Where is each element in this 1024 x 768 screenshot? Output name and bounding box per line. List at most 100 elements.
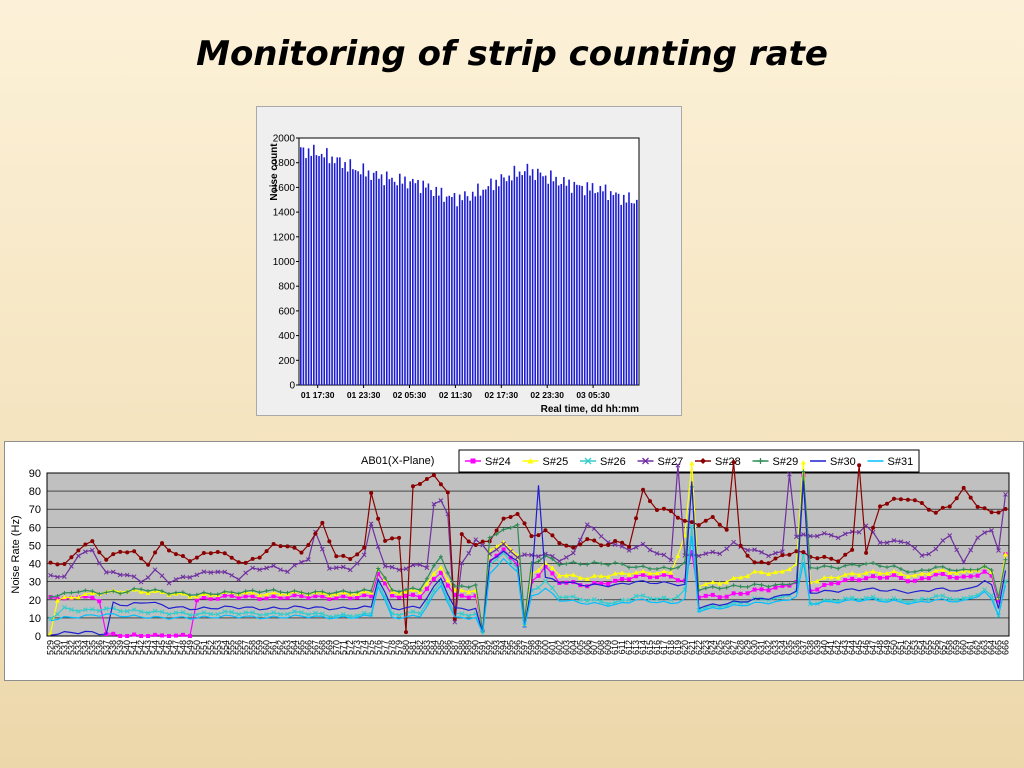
bar (388, 179, 391, 385)
data-point (369, 594, 374, 599)
data-point (466, 585, 471, 590)
data-point (975, 573, 980, 578)
data-point (362, 545, 367, 550)
legend-item: S#27 (637, 456, 683, 468)
data-point (410, 562, 416, 568)
data-point (717, 551, 723, 557)
bar (615, 192, 617, 385)
data-point (466, 550, 472, 556)
data-point (404, 630, 409, 635)
data-point (982, 506, 987, 511)
data-point (947, 567, 952, 572)
data-point (278, 595, 283, 600)
data-point (780, 553, 785, 558)
data-point (376, 571, 381, 576)
data-point (947, 504, 952, 509)
bar (633, 203, 635, 385)
data-point (180, 632, 185, 637)
x-tick-label: 592 (485, 640, 495, 655)
y-tick-label: 0 (35, 631, 41, 643)
data-point (620, 561, 625, 566)
x-tick-label: 600 (540, 640, 550, 655)
bar (354, 170, 357, 385)
data-point (599, 543, 604, 548)
data-point (397, 595, 402, 600)
data-point (459, 587, 465, 593)
data-point (745, 573, 751, 579)
bar (591, 183, 594, 385)
bar (518, 171, 521, 385)
x-tick-label: 612 (624, 640, 634, 655)
data-point (919, 571, 925, 576)
data-point (786, 566, 792, 572)
data-point (424, 565, 430, 571)
data-point (710, 584, 715, 589)
x-tick-label: 599 (534, 640, 544, 655)
data-point (431, 563, 436, 568)
data-point (773, 550, 778, 556)
data-point (124, 608, 130, 614)
data-point (689, 520, 694, 525)
data-point (153, 550, 158, 555)
data-point (871, 561, 876, 566)
data-point (145, 575, 151, 580)
data-point (306, 557, 311, 562)
y-tick-label: 800 (278, 282, 295, 293)
data-point (292, 593, 297, 598)
data-point (822, 582, 827, 587)
x-tick-label: 591 (478, 640, 488, 655)
data-point (410, 586, 415, 591)
data-point (153, 632, 158, 637)
data-point (125, 550, 130, 555)
x-tick-label: 564 (290, 640, 300, 655)
data-point (55, 562, 60, 567)
legend-label: S#24 (485, 456, 511, 468)
bar (555, 176, 557, 385)
data-point (292, 588, 297, 593)
data-point (341, 594, 346, 599)
data-point (62, 574, 67, 579)
data-point (878, 575, 883, 580)
data-point (717, 586, 722, 591)
data-point (117, 608, 123, 614)
data-point (752, 547, 757, 553)
x-tick-label: 596 (513, 640, 523, 655)
data-point (668, 574, 673, 579)
data-point (243, 610, 249, 615)
x-tick-label: 618 (666, 640, 676, 655)
data-point (961, 485, 966, 490)
y-tick-label: 20 (29, 595, 41, 607)
data-point (536, 585, 541, 590)
data-point (968, 567, 973, 572)
x-tick-label: 559 (255, 640, 265, 655)
data-point (822, 554, 827, 559)
data-point (187, 593, 192, 598)
x-tick-label: 602 (554, 640, 564, 655)
data-point (257, 592, 263, 598)
data-point (69, 607, 74, 612)
data-point (752, 582, 757, 587)
data-point (668, 570, 674, 575)
data-point (369, 491, 374, 496)
data-point (619, 570, 625, 575)
noise-rate-chart: 0 10 20 30 40 50 60 70 80 90 Noise Rate (Hz) AB01(X… (10, 449, 1011, 655)
bar (404, 176, 406, 385)
data-point (445, 570, 450, 575)
x-tick-label: 570 (331, 640, 341, 655)
data-point (187, 575, 193, 580)
data-point (194, 612, 200, 618)
data-point (766, 571, 771, 577)
data-point (654, 551, 660, 556)
data-point (689, 460, 695, 466)
data-point (187, 612, 193, 618)
data-point (613, 538, 618, 543)
data-point (111, 631, 116, 636)
legend-marker (700, 458, 706, 464)
data-point (954, 597, 960, 602)
data-point (745, 553, 750, 558)
x-tick-label: 630 (750, 640, 760, 655)
data-point (376, 516, 381, 521)
x-tick-label: 644 (847, 640, 857, 655)
data-point (724, 579, 730, 585)
bar (435, 186, 438, 385)
